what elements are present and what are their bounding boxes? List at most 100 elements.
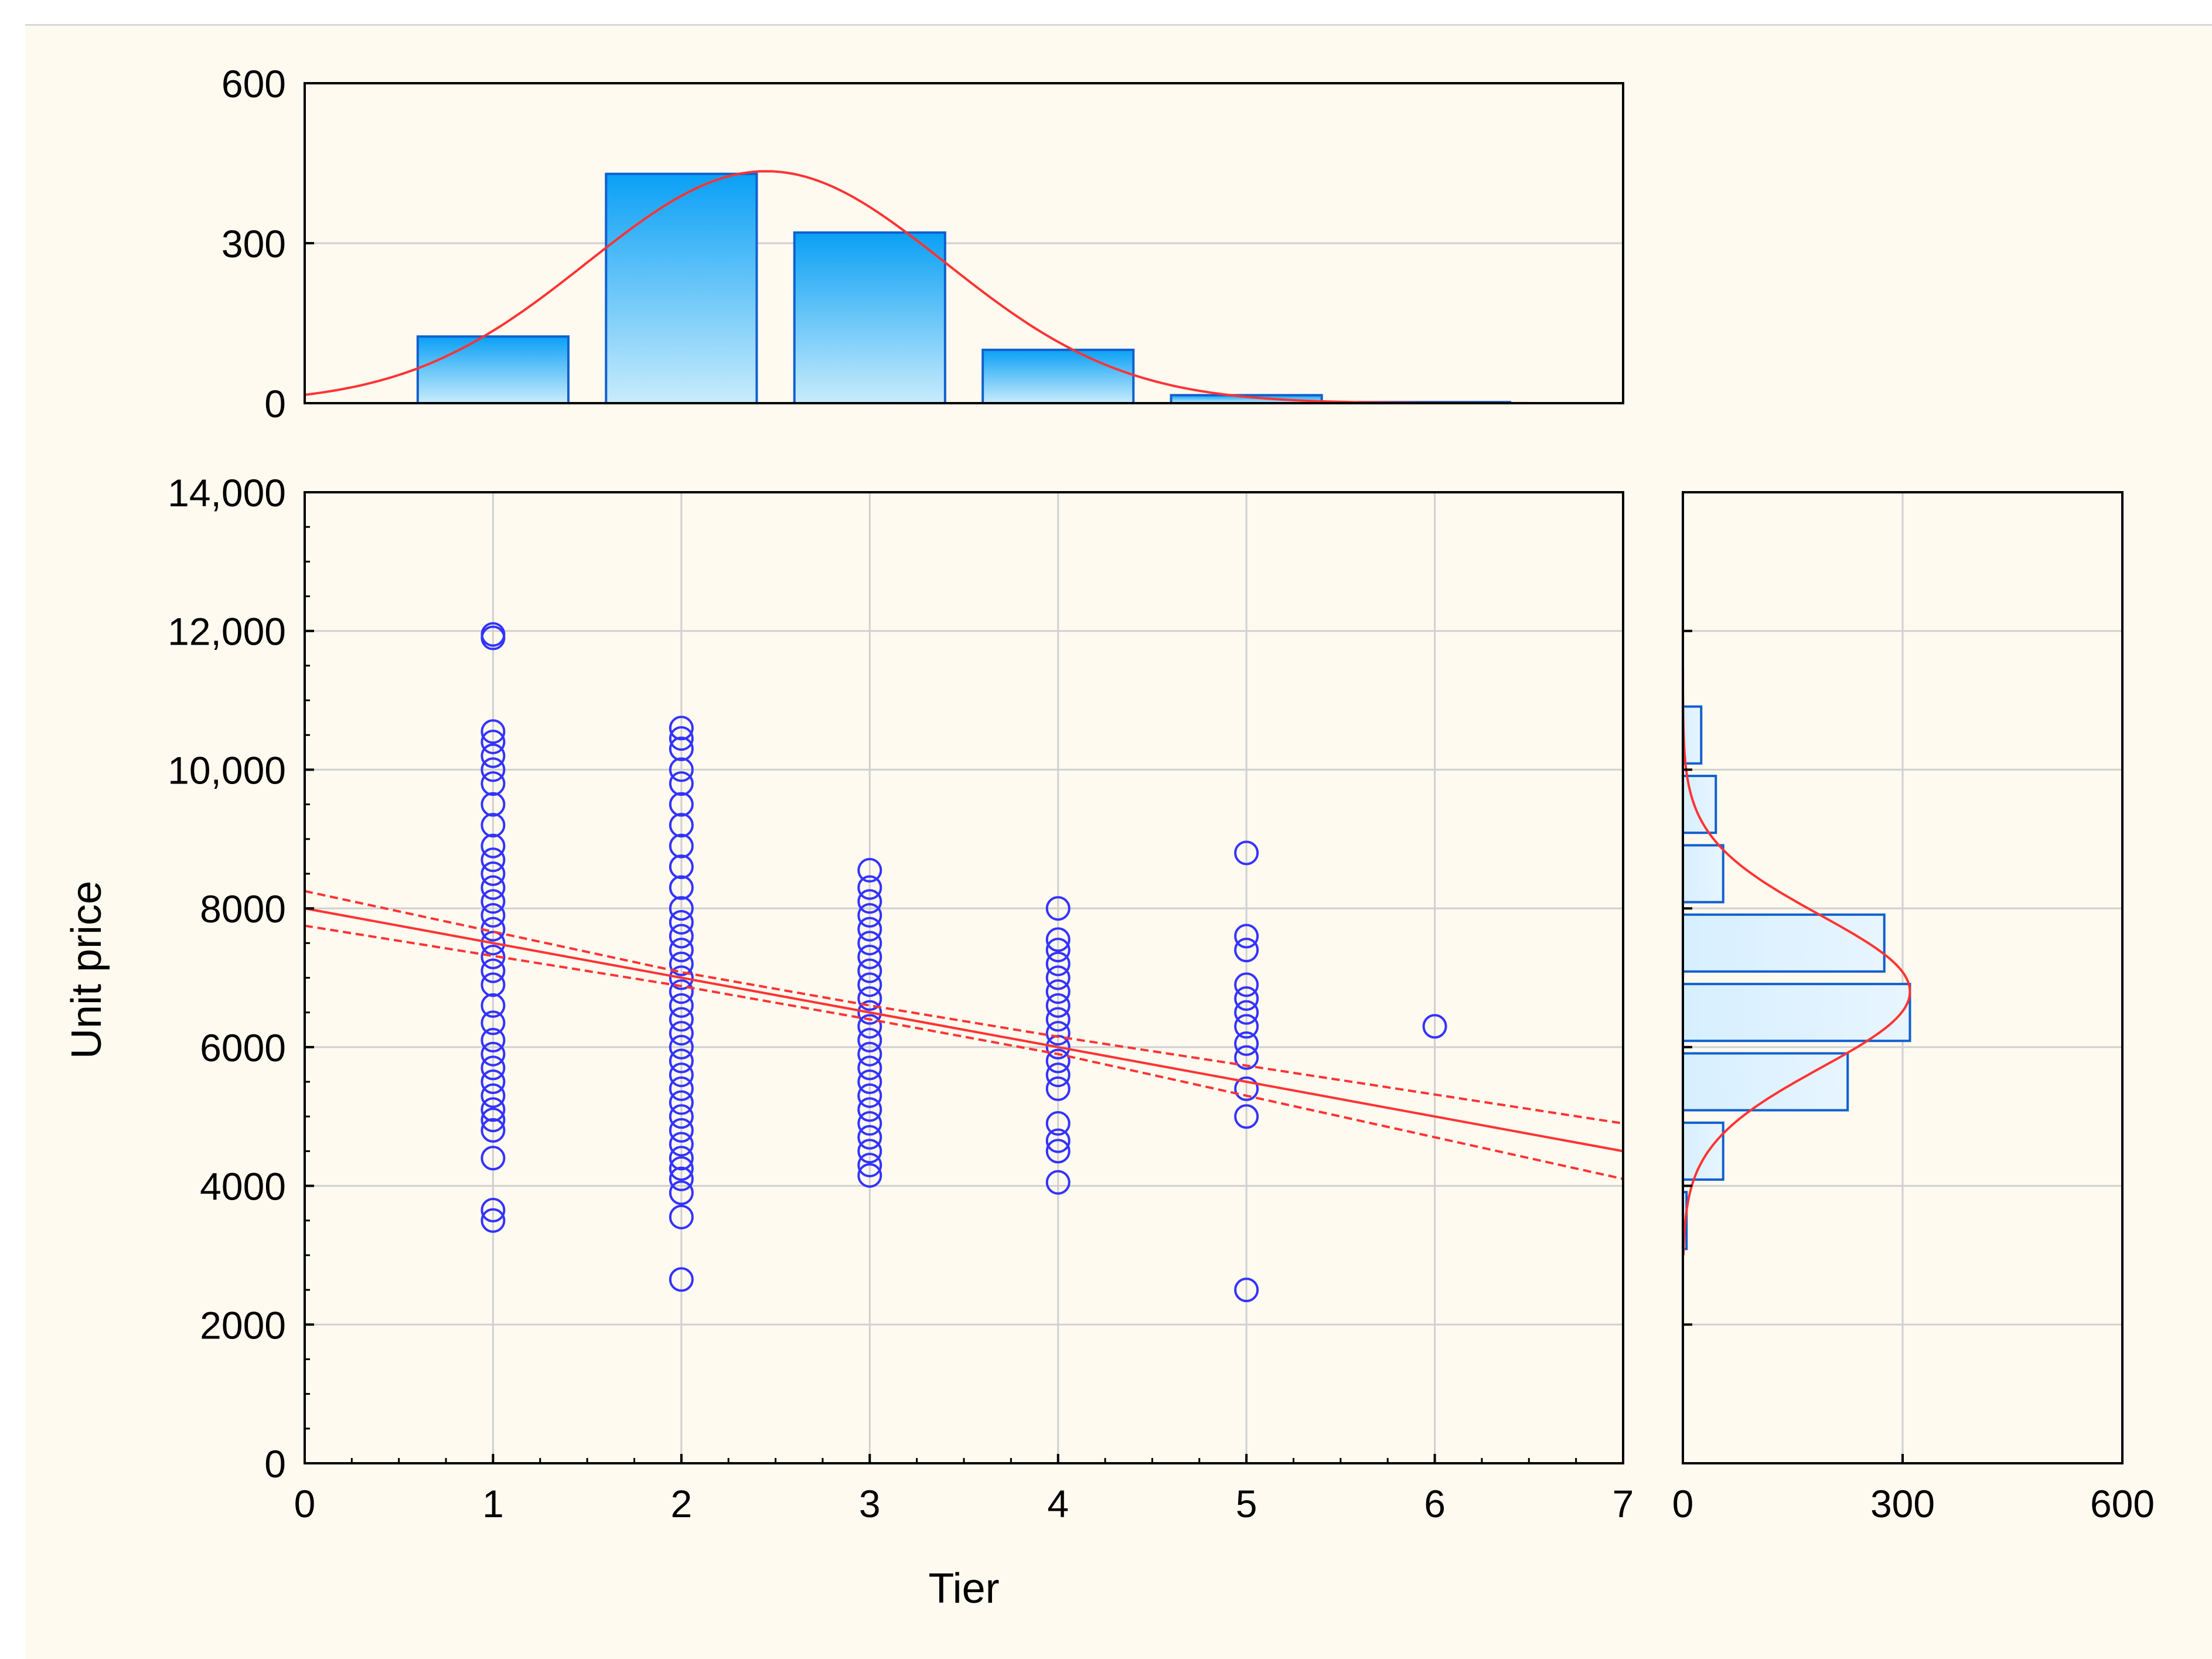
- scatter-y-ticks: 0 2000 4000 6000 8000 10,000 12,000 14,000: [168, 471, 314, 1486]
- data-point: [1234, 1000, 1259, 1025]
- y-tick-label: 8000: [200, 887, 286, 931]
- data-point: [1234, 1076, 1259, 1101]
- data-point: [669, 1076, 694, 1101]
- data-point: [669, 757, 694, 782]
- data-point: [1045, 1021, 1071, 1046]
- data-point: [857, 1069, 882, 1095]
- data-point: [480, 622, 506, 647]
- data-point: [857, 986, 882, 1011]
- y-tick-label: 2000: [200, 1303, 286, 1347]
- data-point: [1234, 1104, 1259, 1129]
- histogram-bar: [981, 349, 1135, 404]
- data-point: [669, 1267, 694, 1292]
- histogram-bar: [605, 172, 758, 404]
- confidence-band-lower: [304, 924, 1624, 1180]
- data-point: [1045, 1048, 1071, 1074]
- data-point: [857, 875, 882, 900]
- data-point: [669, 1166, 694, 1191]
- data-point: [1045, 927, 1071, 952]
- data-point: [669, 1156, 694, 1181]
- data-point: [1045, 965, 1071, 990]
- data-point: [480, 958, 506, 983]
- histogram-bar: [793, 231, 946, 404]
- histogram-bar: [416, 335, 570, 404]
- data-point: [480, 847, 506, 873]
- data-point: [857, 1041, 882, 1067]
- y-tick-label: 6000: [200, 1026, 286, 1069]
- x-tick-label: 600: [2090, 1482, 2155, 1525]
- x-tick-label: 1: [482, 1482, 504, 1525]
- data-point: [669, 1104, 694, 1129]
- data-point: [669, 726, 694, 751]
- data-point: [669, 979, 694, 1004]
- data-point: [669, 1021, 694, 1046]
- y-tick-label: 4000: [200, 1165, 286, 1208]
- data-point: [480, 833, 506, 859]
- y-tick-label: 0: [264, 1442, 286, 1486]
- data-point: [669, 896, 694, 921]
- data-point: [480, 1010, 506, 1035]
- regression-line: [304, 907, 1624, 1153]
- data-point: [1234, 840, 1259, 866]
- data-point: [1045, 951, 1071, 976]
- data-point: [857, 931, 882, 956]
- data-point: [1045, 1111, 1071, 1136]
- data-point: [857, 1163, 882, 1188]
- data-point: [669, 1048, 694, 1074]
- data-point: [480, 972, 506, 997]
- data-point: [1234, 924, 1259, 949]
- right-histogram-grid: [1682, 491, 2124, 1464]
- data-point: [669, 1118, 694, 1143]
- data-point: [669, 965, 694, 990]
- data-point: [669, 993, 694, 1018]
- x-tick-label: 5: [1236, 1482, 1257, 1525]
- x-tick-label: 7: [1613, 1482, 1634, 1525]
- data-point: [857, 1097, 882, 1122]
- data-point: [1045, 979, 1071, 1004]
- data-point: [480, 1028, 506, 1053]
- data-point: [857, 1055, 882, 1081]
- scatter-x-ticks: 0 1 2 3 4 5 6 7: [294, 1454, 1634, 1525]
- data-point: [480, 944, 506, 969]
- data-point: [480, 719, 506, 744]
- data-point: [857, 1153, 882, 1178]
- data-point: [857, 1028, 882, 1053]
- data-point: [669, 1007, 694, 1032]
- data-point: [669, 1204, 694, 1229]
- data-point: [1422, 1014, 1447, 1039]
- data-point: [480, 875, 506, 900]
- top-histogram-y-ticks: 0 300 600: [221, 62, 314, 425]
- data-point: [857, 1111, 882, 1136]
- confidence-band-upper: [304, 890, 1624, 1125]
- data-point: [480, 1069, 506, 1095]
- data-point: [480, 1083, 506, 1108]
- x-axis-label: Tier: [928, 1565, 999, 1612]
- data-point: [1045, 1139, 1071, 1164]
- data-point: [669, 1062, 694, 1088]
- data-point: [857, 1139, 882, 1164]
- data-point: [857, 972, 882, 997]
- data-point: [480, 730, 506, 755]
- data-point: [480, 757, 506, 782]
- y-tick-label: 10,000: [168, 748, 286, 792]
- data-point: [480, 743, 506, 768]
- data-point: [669, 924, 694, 949]
- data-point: [669, 716, 694, 741]
- right-histogram-x-ticks: 0 300 600: [1672, 491, 2155, 1525]
- scatter-points: [480, 622, 1447, 1303]
- data-point: [1234, 1031, 1259, 1056]
- data-point: [480, 792, 506, 817]
- y-tick-label: 0: [264, 382, 286, 425]
- data-point: [1045, 938, 1071, 963]
- data-point: [857, 889, 882, 914]
- y-tick-label: 12,000: [168, 610, 286, 653]
- x-tick-label: 4: [1047, 1482, 1069, 1525]
- chart-background: [25, 25, 2212, 1659]
- y-axis-label: Unit price: [63, 881, 110, 1059]
- y-tick-label: 600: [221, 62, 286, 105]
- data-point: [1234, 1014, 1259, 1039]
- data-point: [1234, 1045, 1259, 1070]
- data-point: [857, 902, 882, 928]
- x-tick-label: 0: [294, 1482, 316, 1525]
